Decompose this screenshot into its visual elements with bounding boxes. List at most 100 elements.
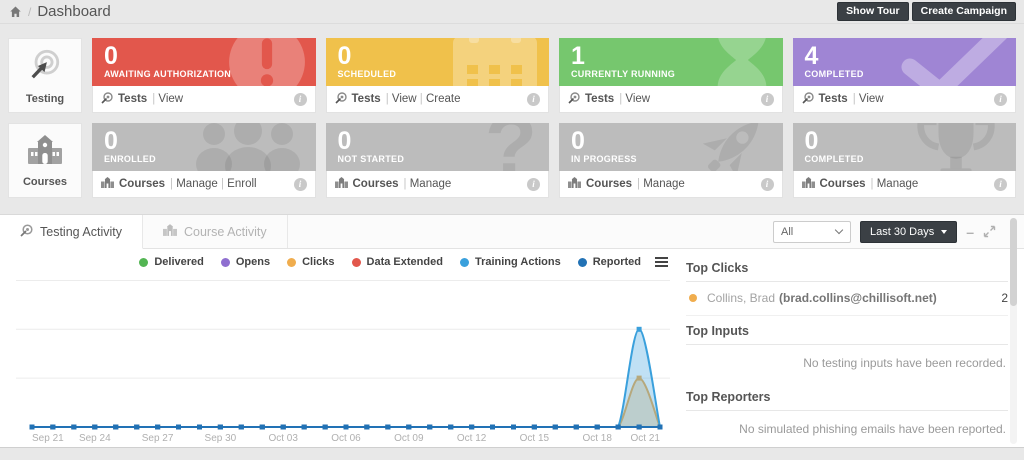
stat-card-tests-completed: 4 COMPLETED Tests | View i — [792, 38, 1016, 113]
info-icon[interactable]: i — [994, 92, 1007, 106]
date-range-label: Last 30 Days — [870, 225, 935, 238]
card-link-view[interactable]: View — [625, 93, 651, 105]
card-footer: Tests | View | Create i — [325, 86, 549, 113]
activity-panel: Testing Activity Course Activity All Las… — [0, 214, 1024, 448]
stat-value: 0 — [337, 127, 352, 155]
create-campaign-button[interactable]: Create Campaign — [911, 2, 1016, 21]
stat-label: ENROLLED — [104, 154, 156, 164]
tab-label: Testing Activity — [40, 224, 122, 239]
tab-testing-activity[interactable]: Testing Activity — [0, 215, 143, 249]
link-separator: | — [170, 178, 177, 190]
filter-select-value: All — [781, 225, 794, 238]
courses-icon — [101, 177, 114, 191]
rocket-icon — [691, 123, 775, 171]
legend-dot-icon — [287, 257, 297, 267]
info-icon[interactable]: i — [293, 177, 307, 191]
svg-text:Oct 15: Oct 15 — [520, 433, 550, 444]
stat-label: AWAITING AUTHORIZATION — [104, 69, 232, 79]
info-icon[interactable]: i — [994, 177, 1007, 191]
testing-activity-chart[interactable]: Sep 21 Sep 24 Sep 27 Sep 30 Oct 03 Oct 06 Oct … — [8, 272, 672, 448]
people-group-icon — [188, 123, 308, 171]
tab-course-activity[interactable]: Course Activity — [143, 215, 288, 248]
stat-value: 0 — [104, 127, 118, 155]
legend-item-reported[interactable]: Reported — [577, 256, 641, 268]
card-link-view[interactable]: View — [858, 93, 884, 105]
legend-item-clicks[interactable]: Clicks — [287, 256, 335, 268]
info-icon[interactable]: i — [293, 92, 307, 106]
card-link-view[interactable]: View — [158, 93, 184, 105]
link-separator: | — [152, 93, 159, 105]
testing-target-icon — [28, 48, 62, 87]
top-clicks-title: Top Clicks — [686, 253, 1008, 282]
stat-value: 0 — [804, 127, 819, 155]
stat-label: COMPLETED — [804, 69, 864, 79]
card-entity-label: Tests — [351, 93, 381, 105]
top-inputs-title: Top Inputs — [686, 316, 1008, 345]
date-range-button[interactable]: Last 30 Days — [860, 220, 958, 243]
card-entity-label: Tests — [818, 93, 848, 105]
card-footer: Courses | Manage i — [792, 171, 1016, 198]
question-mark-icon: ? — [481, 123, 541, 171]
stat-label: IN PROGRESS — [571, 154, 637, 164]
legend-item-training-actions[interactable]: Training Actions — [459, 256, 561, 268]
show-tour-button[interactable]: Show Tour — [837, 2, 909, 21]
legend-label: Clicks — [302, 256, 335, 268]
svg-text:Oct 09: Oct 09 — [394, 433, 424, 444]
breadcrumb-bar: / Dashboard Show Tour Create Campaign — [0, 0, 1024, 24]
stat-value: 0 — [104, 42, 118, 70]
top-clicks-item[interactable]: Collins, Brad (brad.collins@chillisoft.n… — [686, 282, 1008, 316]
calendar-icon — [449, 38, 541, 86]
card-links: | View — [619, 93, 650, 105]
stat-value: 0 — [571, 127, 585, 155]
school-icon — [26, 135, 64, 170]
expand-panel-icon[interactable] — [983, 225, 996, 238]
card-entity-label: Tests — [118, 93, 148, 105]
click-count: 2 — [1001, 291, 1008, 305]
info-icon[interactable]: i — [760, 177, 774, 191]
svg-text:Sep 24: Sep 24 — [79, 433, 111, 444]
svg-text:Oct 12: Oct 12 — [457, 433, 487, 444]
card-link-manage[interactable]: Manage — [643, 178, 685, 190]
stat-label: CURRENTLY RUNNING — [571, 69, 676, 79]
legend-item-data-extended[interactable]: Data Extended — [351, 256, 443, 268]
stat-card-enrolled: 0 ENROLLED Courses | Manage | Enroll i — [92, 123, 316, 198]
info-icon[interactable]: i — [760, 92, 774, 106]
top-reporters-empty-message: No simulated phishing emails have been r… — [739, 422, 1006, 436]
svg-text:Sep 30: Sep 30 — [205, 433, 237, 444]
clicker-name: Collins, Brad — [707, 291, 776, 305]
svg-text:Oct 06: Oct 06 — [331, 433, 361, 444]
legend-item-delivered[interactable]: Delivered — [139, 256, 204, 268]
card-link-enroll[interactable]: Enroll — [227, 178, 257, 190]
card-link-view[interactable]: View — [391, 93, 417, 105]
top-lists-column: Top Clicks Collins, Brad (brad.collins@c… — [678, 249, 1024, 448]
info-icon[interactable]: i — [527, 92, 540, 106]
card-entity-label: Courses — [586, 178, 633, 190]
collapse-panel-icon[interactable]: – — [966, 223, 974, 240]
info-icon[interactable]: i — [527, 177, 540, 191]
card-entity-label: Courses — [119, 178, 166, 190]
tests-icon — [101, 91, 113, 107]
scrollbar-thumb[interactable] — [1010, 218, 1017, 306]
tab-label: Course Activity — [183, 224, 267, 239]
card-link-create[interactable]: Create — [426, 93, 461, 105]
exclamation-circle-icon — [226, 38, 308, 86]
filter-select[interactable]: All — [773, 220, 851, 243]
home-icon[interactable] — [9, 6, 22, 18]
panel-scrollbar[interactable] — [1010, 218, 1017, 444]
link-separator: | — [403, 178, 410, 190]
top-reporters-title: Top Reporters — [686, 382, 1008, 411]
svg-text:Oct 18: Oct 18 — [582, 433, 612, 444]
testing-tile[interactable]: Testing — [8, 38, 82, 113]
card-link-manage[interactable]: Manage — [876, 178, 919, 190]
chart-legend: Delivered Opens Clicks Data Extended Trainin… — [8, 252, 672, 272]
courses-tile[interactable]: Courses — [8, 123, 82, 198]
chart-menu-icon[interactable] — [653, 254, 670, 270]
card-link-manage[interactable]: Manage — [409, 178, 452, 190]
card-footer: Courses | Manage i — [559, 171, 783, 198]
card-link-manage[interactable]: Manage — [176, 178, 218, 190]
legend-item-opens[interactable]: Opens — [220, 256, 270, 268]
breadcrumb-separator: / — [28, 4, 32, 19]
card-links: | Manage — [404, 178, 452, 190]
legend-label: Reported — [592, 256, 641, 268]
top-inputs-section: Top Inputs No testing inputs have been r… — [686, 316, 1008, 382]
